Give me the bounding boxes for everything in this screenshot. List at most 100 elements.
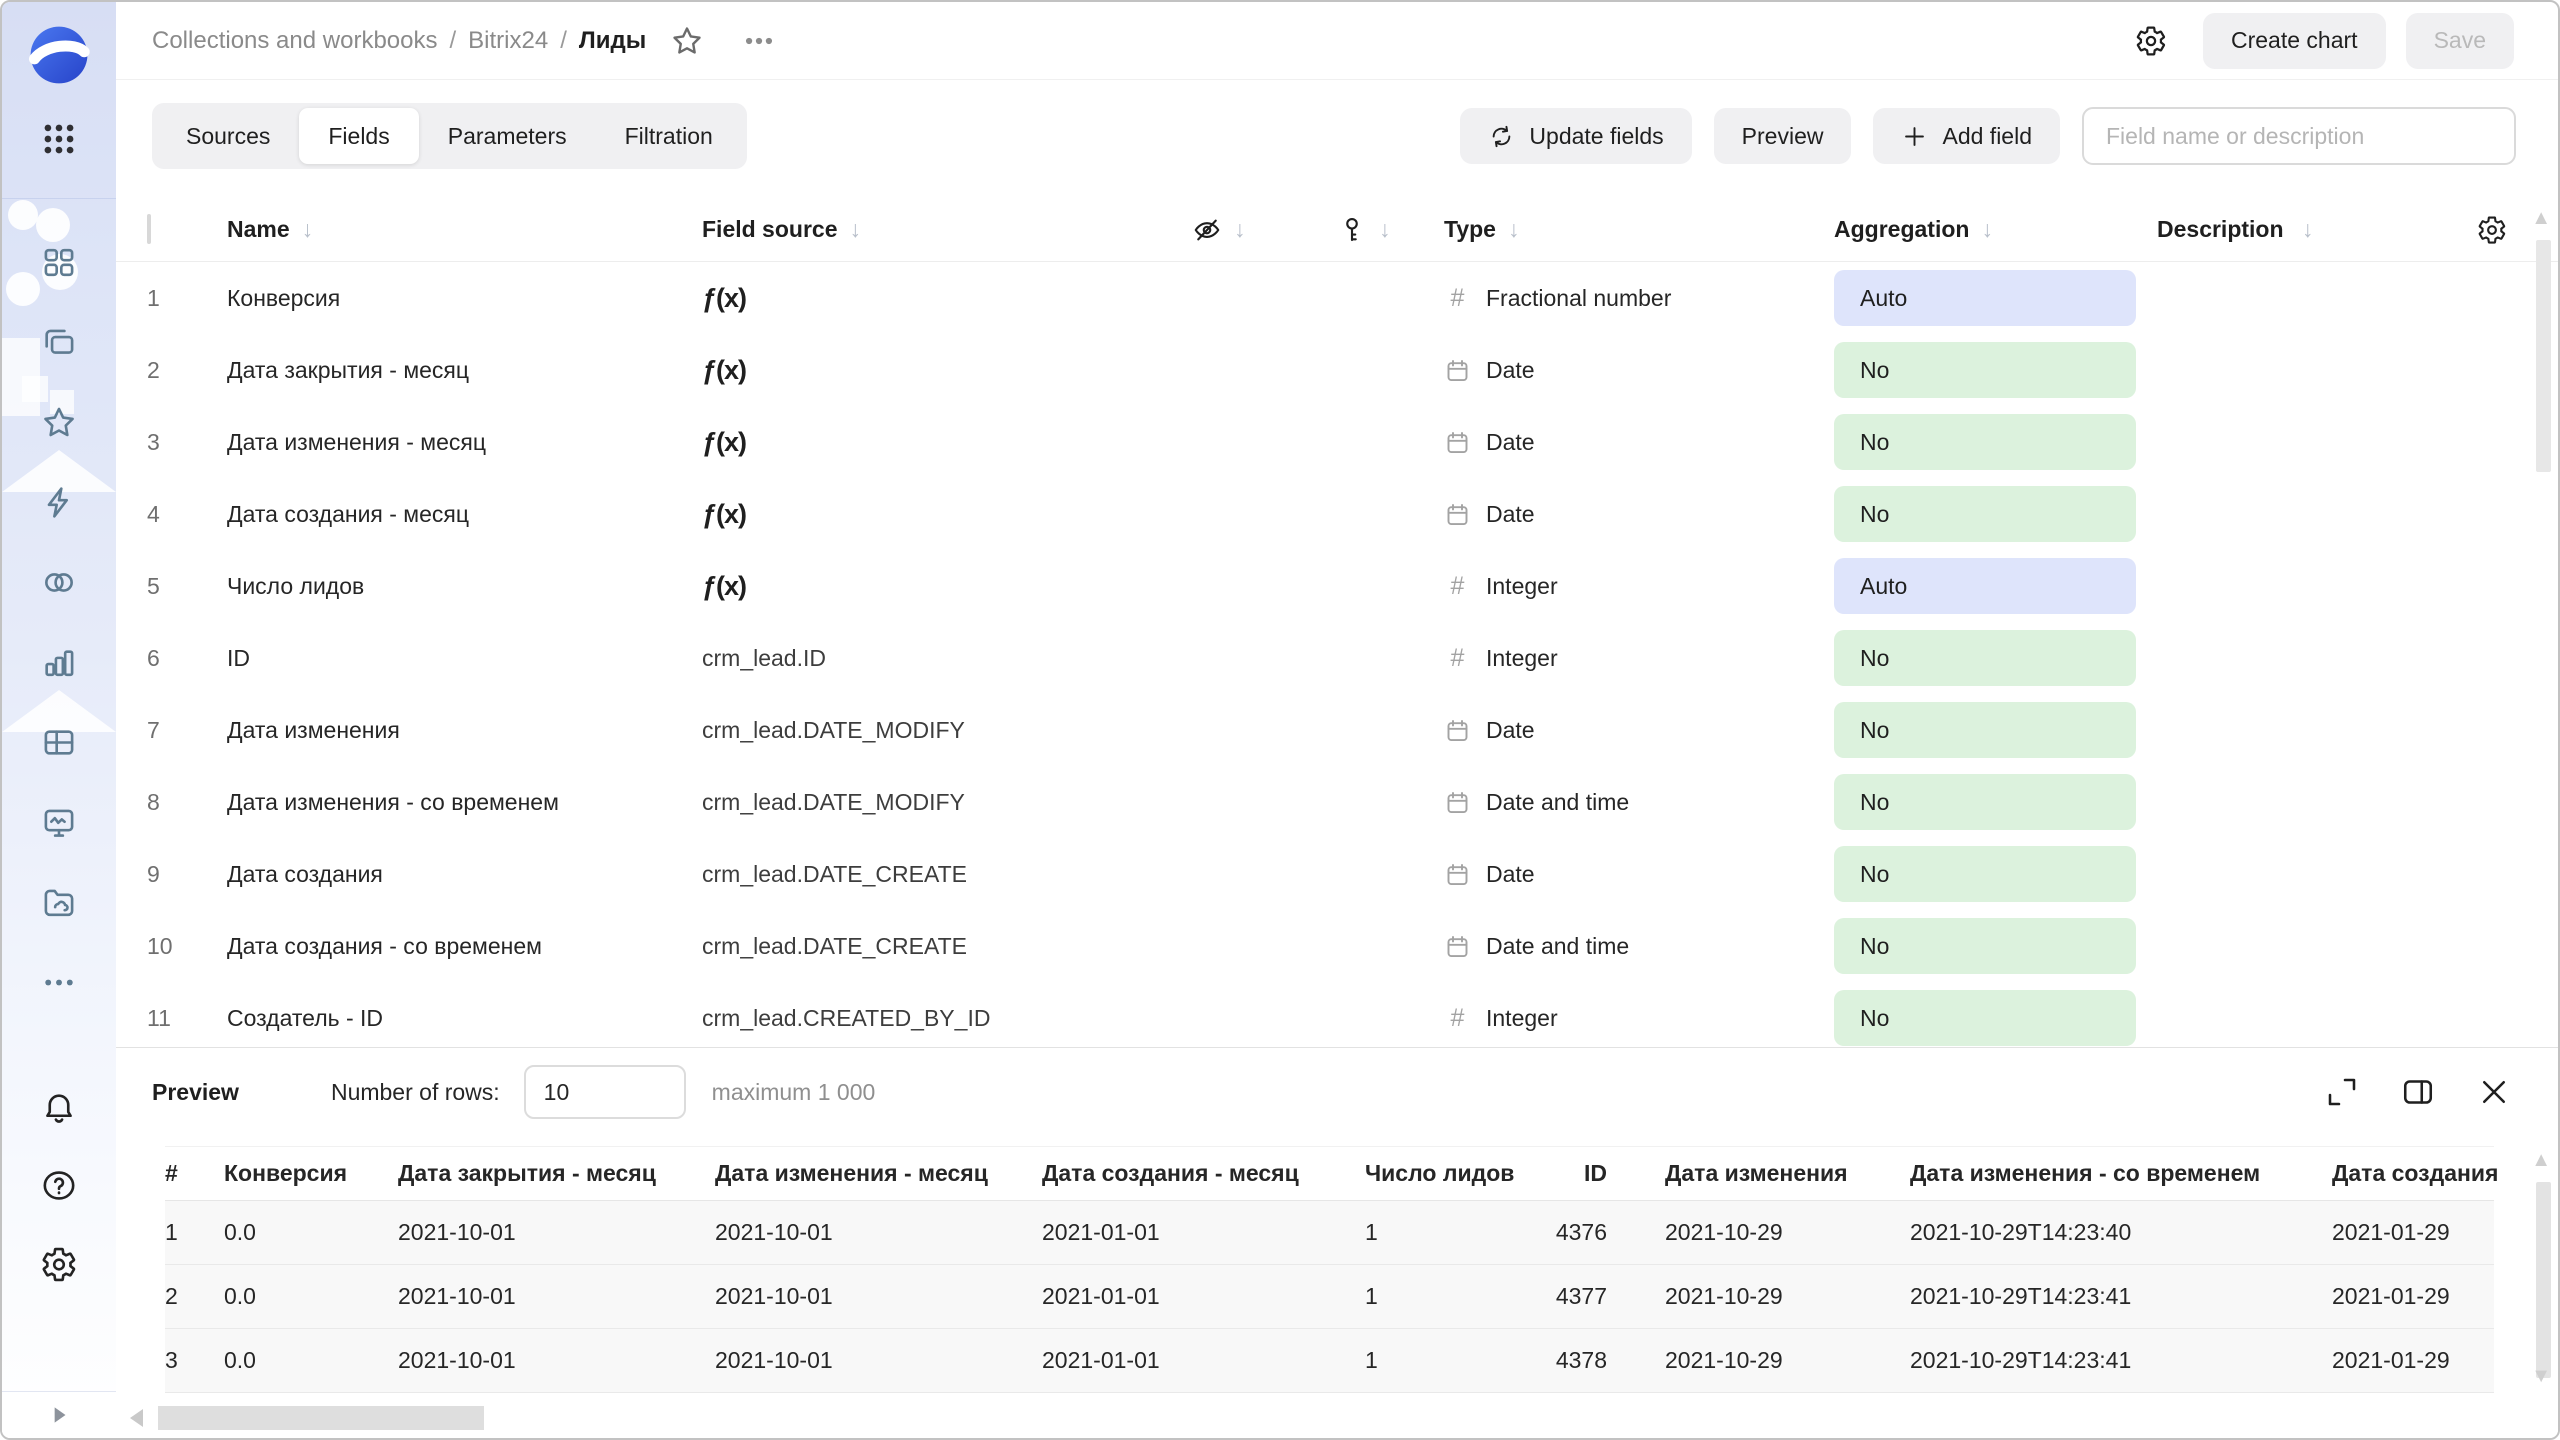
field-row[interactable]: 1 Конверсия ƒ(x) # Fractional number Auto — [116, 262, 2558, 334]
tab-fields[interactable]: Fields — [299, 108, 419, 164]
field-row[interactable]: 6 ID crm_lead.ID # Integer No — [116, 622, 2558, 694]
field-type-select[interactable]: Date — [1444, 357, 1834, 384]
datalens-logo[interactable] — [28, 24, 90, 86]
formula-icon: ƒ(x) — [702, 354, 747, 385]
field-type-select[interactable]: # Integer — [1444, 572, 1834, 600]
preview-column-header: Дата закрытия - месяц — [398, 1160, 656, 1186]
settings-icon[interactable] — [41, 1246, 78, 1283]
field-name: Создатель - ID — [227, 1004, 384, 1031]
sort-arrow-icon: ↓ — [301, 216, 314, 242]
field-type-select[interactable]: Date — [1444, 501, 1834, 528]
column-header-hidden[interactable]: ↓ — [1192, 215, 1337, 245]
field-type-select[interactable]: Date — [1444, 429, 1834, 456]
column-header-key[interactable]: ↓ — [1337, 215, 1444, 245]
field-source-cell: ƒ(x) — [702, 283, 1192, 314]
tab-filtration[interactable]: Filtration — [624, 122, 713, 149]
squares-grid-icon[interactable] — [41, 244, 78, 281]
close-preview-icon[interactable] — [2476, 1074, 2512, 1110]
bell-icon[interactable] — [41, 1088, 78, 1125]
field-type-select[interactable]: Date and time — [1444, 933, 1834, 960]
sidebar-expand-button[interactable] — [2, 1391, 116, 1438]
field-type-select[interactable]: Date and time — [1444, 789, 1834, 816]
field-type-select[interactable]: Date — [1444, 861, 1834, 888]
column-header-description[interactable]: Description ↓ — [2157, 216, 2477, 243]
preview-scroll-up-arrow[interactable]: ▲ — [2531, 1149, 2551, 1171]
fields-table-header: Name ↓ Field source ↓ ↓ ↓ Type — [116, 198, 2558, 262]
field-type-select[interactable]: # Fractional number — [1444, 284, 1834, 312]
expand-preview-icon[interactable] — [2324, 1074, 2360, 1110]
field-row[interactable]: 5 Число лидов ƒ(x) # Integer Auto — [116, 550, 2558, 622]
aggregation-select[interactable]: No — [1834, 342, 2136, 398]
side-panel-icon[interactable] — [2400, 1074, 2436, 1110]
favorite-star-icon[interactable] — [670, 24, 704, 58]
preview-cell: 2021-10-01 — [398, 1283, 516, 1309]
update-fields-button[interactable]: Update fields — [1460, 108, 1692, 164]
tab-parameters[interactable]: Parameters — [447, 122, 567, 149]
aggregation-select[interactable]: No — [1834, 774, 2136, 830]
folder-cloud-icon[interactable] — [41, 884, 78, 921]
bar-chart-icon[interactable] — [41, 644, 78, 681]
breadcrumb-collections[interactable]: Collections and workbooks — [152, 26, 438, 54]
preview-horizontal-scrollbar[interactable] — [130, 1405, 484, 1431]
column-header-type[interactable]: Type ↓ — [1444, 216, 1834, 243]
help-icon[interactable] — [41, 1167, 78, 1204]
collections-icon[interactable] — [41, 324, 78, 361]
linked-circles-icon[interactable] — [41, 564, 78, 601]
preview-data-row: 1 0.0 2021-10-01 2021-10-01 2021-01-01 1 4376 2… — [165, 1201, 2494, 1265]
preview-toggle-button[interactable]: Preview — [1713, 108, 1852, 164]
more-actions-icon[interactable] — [742, 24, 776, 58]
scroll-left-arrow[interactable] — [130, 1409, 143, 1427]
column-header-field-source[interactable]: Field source ↓ — [702, 216, 1192, 243]
aggregation-select[interactable]: No — [1834, 702, 2136, 758]
select-all-checkbox[interactable] — [147, 214, 151, 244]
aggregation-header-label: Aggregation — [1834, 216, 1970, 242]
dataset-settings-gear-icon[interactable] — [2135, 25, 2167, 57]
field-row[interactable]: 10 Дата создания - со временем crm_lead.DA… — [116, 910, 2558, 982]
monitor-pulse-icon[interactable] — [41, 804, 78, 841]
aggregation-select[interactable]: No — [1834, 846, 2136, 902]
preview-scroll-down-arrow[interactable]: ▼ — [2531, 1365, 2551, 1387]
aggregation-select[interactable]: Auto — [1834, 270, 2136, 326]
preview-scrollbar-thumb[interactable] — [2536, 1182, 2551, 1378]
field-row[interactable]: 2 Дата закрытия - месяц ƒ(x) Date No — [116, 334, 2558, 406]
breadcrumb-workbook[interactable]: Bitrix24 — [468, 26, 549, 54]
fields-scroll-up-arrow[interactable]: ▲ — [2531, 207, 2551, 229]
field-row[interactable]: 7 Дата изменения crm_lead.DATE_MODIFY Date N… — [116, 694, 2558, 766]
aggregation-select[interactable]: No — [1834, 990, 2136, 1046]
field-type-select[interactable]: # Integer — [1444, 644, 1834, 672]
create-chart-button[interactable]: Create chart — [2203, 12, 2386, 69]
rows-count-input[interactable] — [523, 1065, 686, 1119]
aggregation-select[interactable]: No — [1834, 414, 2136, 470]
aggregation-select[interactable]: No — [1834, 918, 2136, 974]
calendar-type-icon — [1444, 933, 1471, 960]
aggregation-select[interactable]: No — [1834, 486, 2136, 542]
favorites-star-icon[interactable] — [41, 404, 78, 441]
column-header-name[interactable]: Name ↓ — [227, 216, 702, 243]
field-row-number: 5 — [147, 572, 160, 599]
sidebar-decor-blob — [6, 272, 40, 306]
field-search-input[interactable] — [2082, 107, 2516, 165]
columns-settings-gear-icon[interactable] — [2477, 215, 2507, 245]
field-row[interactable]: 4 Дата создания - месяц ƒ(x) Date No — [116, 478, 2558, 550]
lightning-icon[interactable] — [41, 484, 78, 521]
field-type-select[interactable]: Date — [1444, 717, 1834, 744]
save-button[interactable]: Save — [2405, 12, 2514, 69]
field-row[interactable]: 8 Дата изменения - со временем crm_lead.DA… — [116, 766, 2558, 838]
expand-arrow-icon — [46, 1402, 72, 1428]
more-ellipsis-icon[interactable] — [41, 964, 78, 1001]
apps-grid-icon[interactable] — [40, 120, 78, 158]
table-grid-icon[interactable] — [41, 724, 78, 761]
aggregation-select[interactable]: Auto — [1834, 558, 2136, 614]
field-row[interactable]: 9 Дата создания crm_lead.DATE_CREATE Date No — [116, 838, 2558, 910]
tab-sources[interactable]: Sources — [186, 122, 271, 149]
field-row[interactable]: 11 Создатель - ID crm_lead.CREATED_BY_ID # I… — [116, 982, 2558, 1047]
aggregation-select[interactable]: No — [1834, 630, 2136, 686]
preview-panel: Preview Number of rows: maximum 1 000 — [116, 1047, 2558, 1438]
field-row[interactable]: 3 Дата изменения - месяц ƒ(x) Date No — [116, 406, 2558, 478]
add-field-button[interactable]: Add field — [1873, 108, 2060, 164]
column-header-aggregation[interactable]: Aggregation ↓ — [1834, 216, 2157, 243]
toolbar-actions: Update fields Preview Add field — [1460, 107, 2516, 165]
horizontal-scrollbar-thumb[interactable] — [158, 1406, 484, 1430]
fields-scrollbar-thumb[interactable] — [2536, 240, 2551, 472]
field-type-select[interactable]: # Integer — [1444, 1004, 1834, 1032]
